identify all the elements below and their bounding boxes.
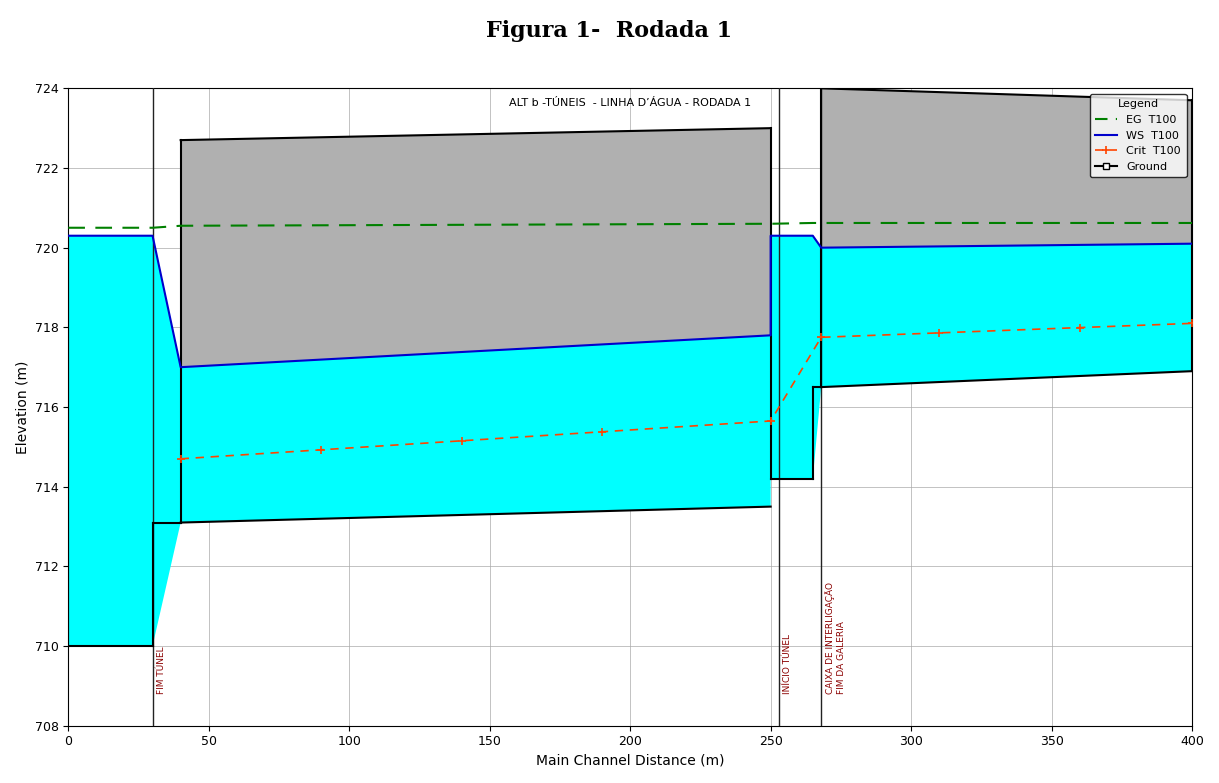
Polygon shape (68, 236, 1192, 646)
X-axis label: Main Channel Distance (m): Main Channel Distance (m) (536, 754, 724, 768)
Legend: EG  T100, WS  T100, Crit  T100, Ground: EG T100, WS T100, Crit T100, Ground (1090, 94, 1186, 177)
Text: FIM TÚNEL: FIM TÚNEL (157, 646, 166, 694)
Text: ALT b -TÚNEIS  - LINHA D’ÁGUA - RODADA 1: ALT b -TÚNEIS - LINHA D’ÁGUA - RODADA 1 (510, 98, 751, 108)
Polygon shape (180, 128, 770, 367)
Text: CAIXA DE INTERLIGAÇÃO
FIM DA GALERIA: CAIXA DE INTERLIGAÇÃO FIM DA GALERIA (825, 582, 846, 694)
Text: Figura 1-  Rodada 1: Figura 1- Rodada 1 (486, 20, 733, 41)
Polygon shape (822, 88, 1192, 247)
Text: INÍCIO TÚNEL: INÍCIO TÚNEL (784, 634, 792, 694)
Y-axis label: Elevation (m): Elevation (m) (15, 360, 29, 453)
